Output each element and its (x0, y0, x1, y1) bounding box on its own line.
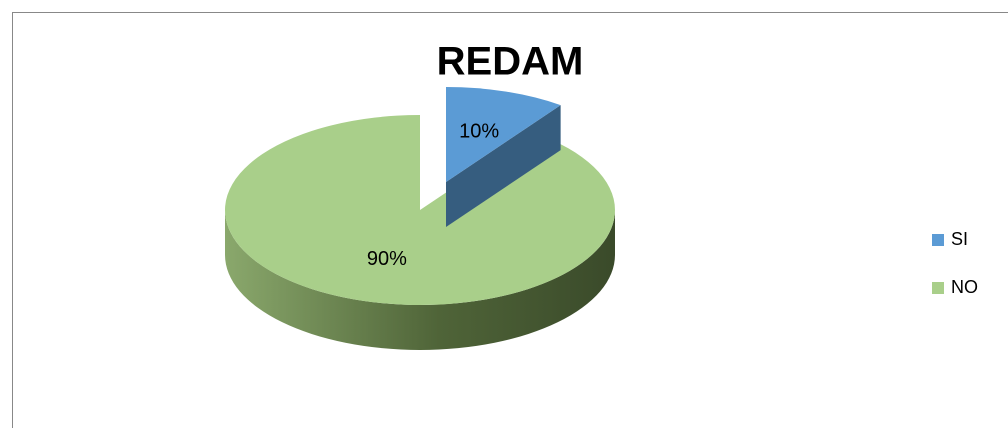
data-label: 10% (459, 121, 499, 143)
legend-label: NO (951, 277, 978, 297)
slice (446, 87, 561, 182)
legend-label: SI (951, 229, 968, 249)
legend-swatch (932, 282, 944, 294)
slice-side (225, 210, 615, 350)
chart-title: REDAM (437, 40, 584, 84)
slice-cut (446, 105, 561, 227)
legend-swatch (932, 234, 944, 246)
data-label: 90% (367, 248, 407, 270)
